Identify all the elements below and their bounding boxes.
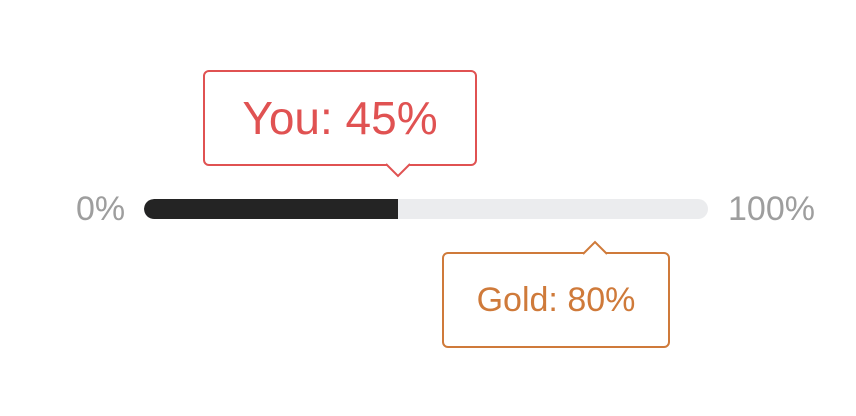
you-pointer <box>385 163 411 178</box>
gold-pointer <box>582 240 608 255</box>
progress-track <box>144 199 708 219</box>
gold-pointer-shape <box>582 240 608 255</box>
you-pointer-shape <box>385 163 411 178</box>
gold-callout-label: Gold: 80% <box>476 280 636 319</box>
you-callout: You: 45% <box>203 70 477 166</box>
progress-fill <box>144 199 398 219</box>
scale-min-label: 0% <box>76 190 126 228</box>
gold-callout: Gold: 80% <box>442 252 670 348</box>
scale-max-label: 100% <box>728 190 815 228</box>
you-callout-label: You: 45% <box>242 92 438 144</box>
